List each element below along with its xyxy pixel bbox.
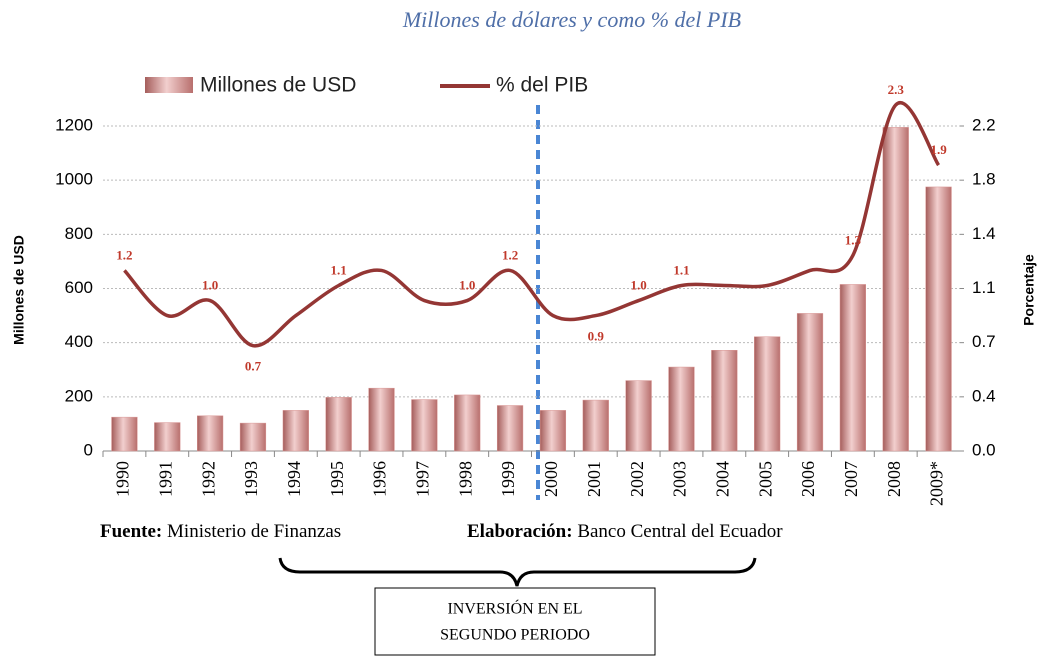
bar (411, 399, 438, 452)
data-label: 1.1 (331, 262, 347, 277)
x-tick-label: 2004 (712, 461, 732, 497)
source-text: Ministerio de Finanzas (167, 521, 341, 542)
y-tick-label: 600 (65, 278, 93, 297)
data-label: 1.0 (202, 278, 218, 293)
y2-tick-label: 1.1 (972, 278, 996, 297)
x-tick-label: 1998 (455, 461, 475, 497)
bar (754, 336, 781, 452)
y2-axis-label: Porcentaje (1021, 254, 1037, 326)
credit-label: Elaboración: (467, 521, 573, 542)
brace (278, 557, 757, 587)
bar (154, 422, 181, 452)
bar (668, 366, 695, 452)
x-tick-label: 1990 (113, 461, 133, 497)
bar (325, 397, 352, 452)
y2-tick-label: 0.7 (972, 332, 996, 351)
bar (582, 399, 609, 452)
credit: Elaboración: Banco Central del Ecuador (467, 521, 783, 542)
x-tick-label: 1996 (370, 461, 390, 497)
data-label: 1.9 (930, 142, 947, 157)
x-tick-label: 2003 (670, 461, 690, 497)
bar (796, 313, 824, 452)
bar (925, 186, 952, 452)
y2-tick-label: 2.2 (972, 115, 996, 134)
bar (496, 405, 524, 452)
y-tick-label: 1000 (55, 170, 93, 189)
bar (882, 127, 909, 452)
annotation-box (374, 587, 656, 656)
x-tick-label: 1995 (327, 461, 347, 497)
x-tick-label: 2005 (755, 461, 775, 497)
chart-title: Millones de dólares y como % del PIB (402, 7, 741, 32)
data-label: 1.0 (459, 278, 475, 293)
annotation-line: SEGUNDO PERIODO (440, 627, 590, 644)
bar (539, 410, 567, 452)
data-label: 1.2 (502, 247, 518, 262)
y-tick-label: 0 (84, 440, 93, 459)
credit-text: Banco Central del Ecuador (577, 521, 783, 542)
data-label: 1.1 (673, 262, 689, 277)
bar (197, 415, 224, 452)
data-label: 1.2 (116, 247, 132, 262)
x-tick-label: 2008 (884, 461, 904, 497)
y-tick-label: 800 (65, 224, 93, 243)
legend-label: % del PIB (496, 74, 588, 97)
x-tick-label: 2002 (627, 461, 647, 497)
y-tick-label: 400 (65, 332, 93, 351)
bar (839, 284, 866, 452)
y2-tick-label: 0.0 (972, 440, 996, 459)
bar (368, 387, 395, 452)
y2-tick-label: 1.8 (972, 170, 996, 189)
x-tick-label: 2001 (584, 461, 604, 497)
legend-label: Millones de USD (200, 74, 356, 97)
bar (282, 410, 309, 452)
x-tick-label: 1993 (241, 461, 261, 497)
data-label: 0.9 (588, 329, 605, 344)
line (123, 100, 941, 348)
bar (239, 422, 267, 452)
x-tick-label: 1992 (198, 461, 218, 497)
x-tick-label: 1991 (155, 461, 175, 497)
bar (711, 350, 738, 452)
x-tick-label: 1997 (413, 461, 433, 497)
data-label: 1.0 (631, 278, 647, 293)
source-label: Fuente: (100, 521, 162, 542)
y-tick-label: 200 (65, 386, 93, 405)
y-tick-label: 1200 (55, 115, 93, 134)
x-tick-label: 2009* (927, 461, 947, 506)
x-tick-label: 2006 (798, 461, 818, 497)
data-label: 0.7 (245, 359, 262, 374)
x-tick-label: 1994 (284, 461, 304, 497)
bar (454, 394, 481, 452)
x-tick-label: 1999 (498, 461, 518, 497)
bar (111, 416, 138, 452)
y2-tick-label: 0.4 (972, 386, 996, 405)
y2-tick-label: 1.4 (972, 224, 996, 243)
legend-swatch (145, 77, 193, 93)
bar (625, 380, 652, 452)
y-axis-label: Millones de USD (11, 235, 27, 345)
data-label: 1.3 (845, 232, 862, 247)
annotation-line: INVERSIÓN EN EL (447, 599, 582, 618)
x-tick-label: 2007 (841, 461, 861, 497)
x-tick-label: 2000 (541, 461, 561, 497)
data-label: 2.3 (888, 82, 905, 97)
source: Fuente: Ministerio de Finanzas (100, 521, 341, 542)
